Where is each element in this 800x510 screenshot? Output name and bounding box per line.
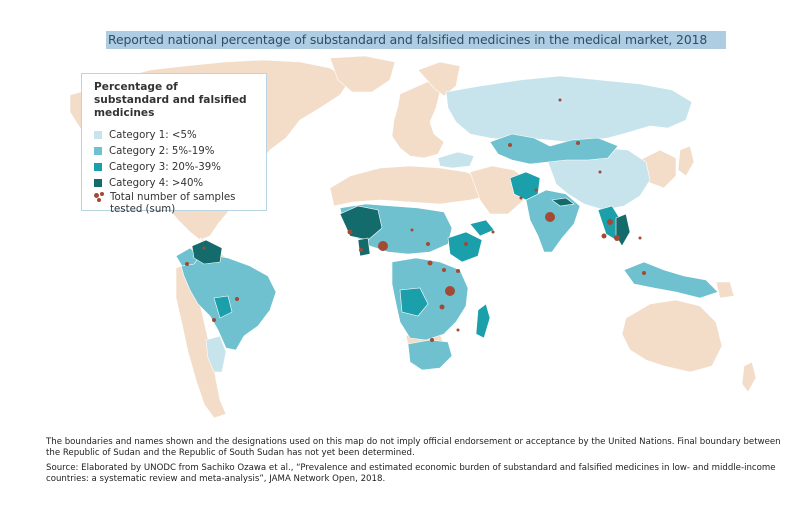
sample-dot	[359, 248, 363, 252]
sample-dot	[576, 141, 580, 145]
australia	[621, 299, 723, 373]
sample-dot	[439, 304, 445, 310]
sample-dot	[430, 338, 434, 342]
sample-dot	[508, 143, 512, 147]
category-4-label: Category 4: >40%	[109, 177, 204, 189]
sample-dot	[614, 235, 620, 241]
sample-dot	[534, 188, 538, 192]
madagascar	[475, 303, 491, 339]
legend-item-category-1: Category 1: <5%	[94, 127, 256, 143]
nepal-bhutan	[551, 197, 575, 207]
sample-dot	[212, 318, 216, 322]
bolivia	[213, 295, 233, 319]
turkey	[437, 151, 475, 169]
category-3-label: Category 3: 20%-39%	[109, 161, 221, 173]
argentina-chile-south	[205, 335, 227, 373]
sample-dots	[185, 98, 646, 342]
vietnam	[615, 213, 631, 247]
ghana-togo	[357, 237, 371, 257]
sample-dot	[638, 236, 642, 240]
sample-dot	[601, 233, 607, 239]
sample-dot	[347, 229, 353, 235]
samples-label: Total number of samples tested (sum)	[110, 192, 236, 215]
legend-item-category-3: Category 3: 20%-39%	[94, 159, 256, 175]
sample-dot	[202, 246, 206, 250]
map-title: Reported national percentage of substand…	[106, 31, 726, 49]
category-2-label: Category 2: 5%-19%	[109, 145, 215, 157]
legend-item-samples: Total number of samples tested (sum)	[94, 192, 256, 216]
sample-dot	[558, 98, 562, 102]
samples-dots-icon	[94, 192, 104, 204]
map-notes: The boundaries and names shown and the d…	[46, 437, 786, 489]
world-map	[69, 55, 757, 419]
legend-title: Percentage of substandard and falsified …	[94, 81, 247, 119]
sample-dot	[545, 212, 555, 222]
sample-dot	[456, 269, 460, 273]
legend-item-category-2: Category 2: 5%-19%	[94, 143, 256, 159]
yemen	[469, 219, 495, 237]
pakistan-afghanistan	[509, 171, 541, 201]
kazakhstan-mongolia	[489, 133, 619, 165]
new-zealand	[741, 361, 757, 393]
ethiopia-somalia	[447, 231, 483, 263]
sample-dot	[607, 219, 613, 225]
venezuela-guyana	[191, 239, 223, 265]
sample-dot	[491, 230, 495, 234]
sample-dot	[464, 242, 468, 246]
sample-dot	[426, 242, 430, 246]
scandinavia	[417, 61, 461, 97]
russia	[445, 75, 693, 143]
category-1-label: Category 1: <5%	[109, 129, 197, 141]
greenland	[329, 55, 396, 93]
north-africa	[329, 165, 489, 207]
sample-dot	[378, 241, 388, 251]
source-note: Source: Elaborated by UNODC from Sachiko…	[46, 463, 776, 484]
sample-dot	[185, 262, 189, 266]
sample-dot	[456, 328, 460, 332]
south-africa	[407, 339, 453, 371]
central-east-africa	[391, 257, 469, 341]
legend-item-category-4: Category 4: >40%	[94, 175, 256, 191]
japan	[677, 145, 695, 177]
indonesia	[623, 261, 719, 299]
category-3-swatch	[94, 163, 102, 171]
sample-dot	[642, 271, 646, 275]
angola-zambia	[399, 287, 429, 317]
sample-dot	[598, 170, 602, 174]
category-2-swatch	[94, 147, 102, 155]
category-4-swatch	[94, 179, 102, 187]
sample-dot	[410, 228, 414, 232]
sample-dot	[442, 268, 446, 272]
sample-dot	[519, 196, 523, 200]
sample-dot	[235, 297, 239, 301]
indonesia-east-nodata	[715, 281, 735, 299]
disclaimer-note: The boundaries and names shown and the d…	[46, 437, 781, 458]
sample-dot	[427, 260, 433, 266]
europe-west	[391, 79, 445, 159]
category-1-swatch	[94, 131, 102, 139]
sample-dot	[445, 286, 455, 296]
category-1-regions	[205, 75, 693, 373]
legend: Percentage of substandard and falsified …	[81, 73, 267, 215]
